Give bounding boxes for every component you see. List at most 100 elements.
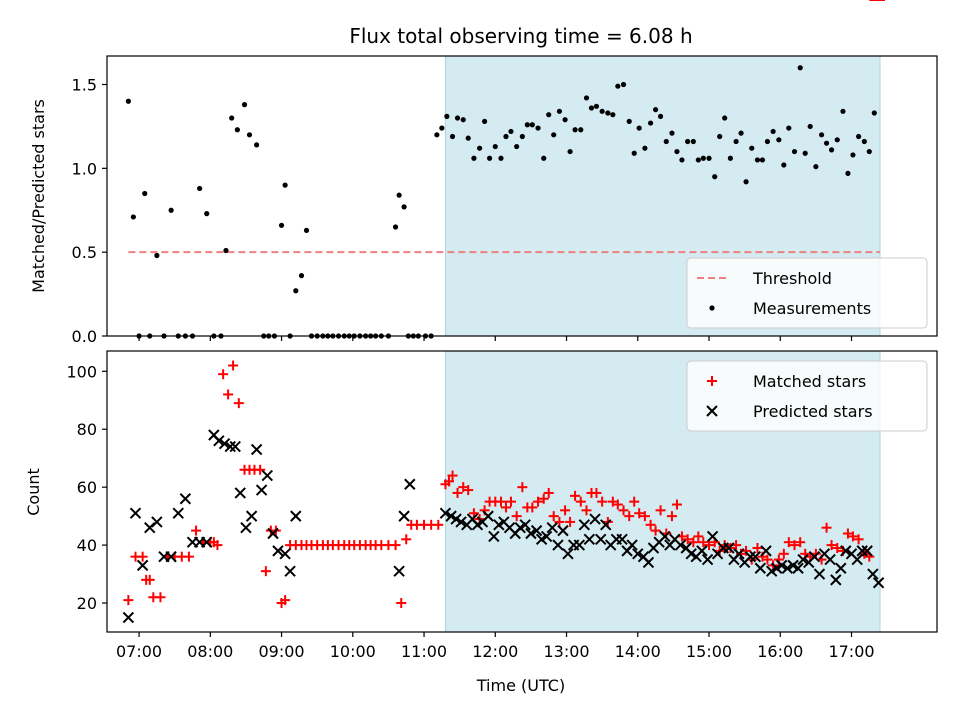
measurement-point (234, 127, 240, 133)
matched-point (704, 540, 715, 551)
predicted-point (482, 510, 494, 522)
bottom-y-tick-label: 20 (77, 594, 97, 613)
measurement-point (229, 115, 235, 121)
predicted-point (519, 519, 531, 531)
matched-point (500, 502, 511, 513)
predicted-point (642, 556, 655, 569)
measurement-point (679, 157, 685, 163)
predicted-point (813, 568, 826, 580)
measurement-point (764, 138, 771, 145)
measurement-point (813, 164, 819, 170)
predicted-point (240, 522, 252, 534)
measurement-point (690, 138, 696, 145)
predicted-point-b (201, 536, 213, 548)
measurement-point (583, 95, 590, 101)
x-tick-label: 09:00 (258, 642, 304, 661)
measurement-point (722, 115, 728, 121)
bottom-axes-frame (106, 350, 938, 633)
measurement-point (471, 155, 477, 161)
predicted-point-b (519, 519, 531, 531)
predicted-point (122, 611, 135, 624)
measurement-point (743, 179, 749, 185)
measurement-point (840, 108, 846, 114)
predicted-point-b (696, 545, 708, 557)
predicted-point-b (680, 542, 692, 554)
predicted-point-b (685, 548, 697, 560)
predicted-point (861, 545, 873, 557)
bottom-legend: Matched stars Predicted stars (686, 360, 928, 432)
predicted-point (172, 507, 184, 519)
measurement-point (503, 133, 509, 140)
measurement-point (807, 123, 813, 130)
measurement-point (663, 138, 669, 145)
predicted-point-b (835, 562, 847, 574)
predicted-point-b (525, 527, 537, 540)
measurement-point (449, 133, 456, 140)
predicted-point-b (830, 574, 842, 586)
predicted-point (136, 559, 149, 572)
measurement-point (392, 224, 399, 230)
predicted-point-b (637, 550, 650, 563)
predicted-point-b (573, 539, 586, 551)
measurement-point (241, 102, 248, 108)
matched-point (527, 502, 538, 513)
x-tick-label: 10:00 (330, 642, 376, 661)
matched-point (671, 499, 682, 510)
matched-point (212, 540, 223, 551)
measurement-point (727, 155, 733, 161)
predicted-point-b (398, 510, 410, 522)
top-legend-box (686, 257, 928, 329)
matched-point (853, 534, 864, 545)
predicted-point-b (245, 510, 258, 522)
measurement-point (293, 288, 299, 294)
measurement-point (519, 133, 525, 140)
measurement-point (685, 138, 691, 145)
predicted-point-b (129, 507, 142, 519)
predicted-point (213, 435, 225, 447)
matched-point (752, 542, 763, 553)
x-tick-label: 14:00 (615, 642, 661, 661)
matched-point (634, 508, 645, 519)
predicted-point (723, 542, 735, 554)
predicted-point (272, 545, 284, 557)
x-axis-label: Time (UTC) (476, 676, 565, 695)
measurement-point (669, 130, 675, 136)
predicted-point (749, 550, 762, 563)
measurement-point (254, 142, 260, 148)
measurement-point (791, 148, 798, 155)
matched-point (624, 511, 635, 522)
predicted-point-b (557, 524, 569, 537)
predicted-point-b (845, 548, 858, 560)
legend-label: Measurements (753, 299, 871, 318)
matched-point (396, 598, 407, 609)
matched-point (223, 389, 234, 400)
predicted-point (659, 530, 671, 543)
legend-measurement-handle (709, 305, 715, 311)
measurement-point (588, 105, 595, 111)
measurement-point (572, 127, 578, 133)
measurement-point (749, 145, 755, 151)
measurement-point (823, 140, 830, 146)
predicted-point (626, 539, 638, 551)
measurement-point (223, 247, 229, 254)
predicted-point (578, 519, 591, 531)
predicted-point-b (546, 522, 558, 534)
measurement-point (717, 133, 723, 140)
predicted-point-b (861, 545, 873, 557)
top-y-axis-label: Matched/Predicted stars (29, 99, 48, 293)
top-legend: Threshold Measurements (686, 257, 928, 329)
measurement-point (524, 122, 530, 128)
predicted-point (872, 577, 885, 589)
x-tick-label: 13:00 (543, 642, 589, 661)
measurement-point (636, 125, 642, 131)
measurement-point (850, 152, 856, 158)
measurement-point (142, 190, 148, 197)
predicted-point-b (179, 493, 192, 505)
predicted-point-b (261, 469, 274, 482)
predicted-point (455, 516, 467, 528)
matched-point (218, 369, 229, 380)
predicted-point-b (540, 530, 553, 543)
matched-point (463, 485, 474, 496)
measurement-point (460, 117, 466, 123)
